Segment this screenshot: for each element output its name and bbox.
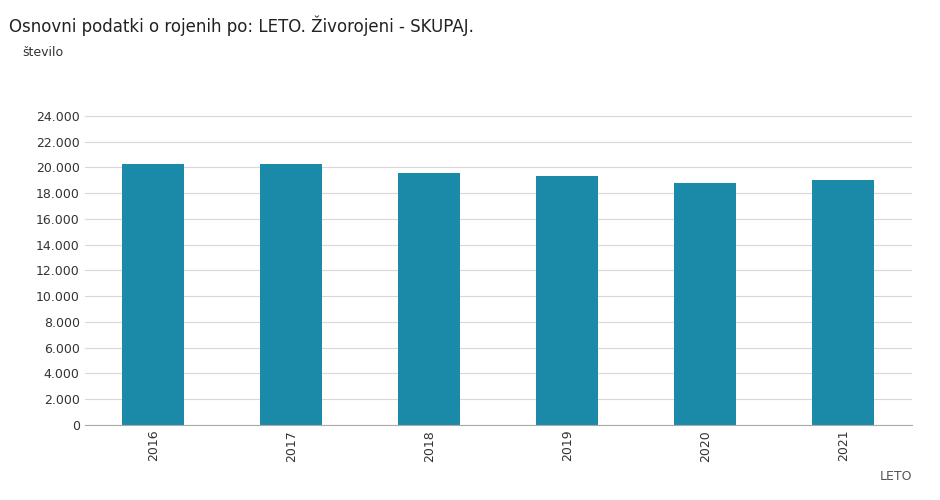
- X-axis label: LETO: LETO: [879, 470, 912, 483]
- Bar: [674, 183, 736, 425]
- Bar: [260, 164, 322, 425]
- Bar: [536, 176, 598, 425]
- Text: Osnovni podatki o rojenih po: LETO. Živorojeni - SKUPAJ.: Osnovni podatki o rojenih po: LETO. Živo…: [9, 15, 475, 36]
- Bar: [122, 164, 184, 425]
- Text: število: število: [23, 46, 63, 60]
- Bar: [399, 172, 461, 425]
- Bar: [812, 180, 874, 425]
